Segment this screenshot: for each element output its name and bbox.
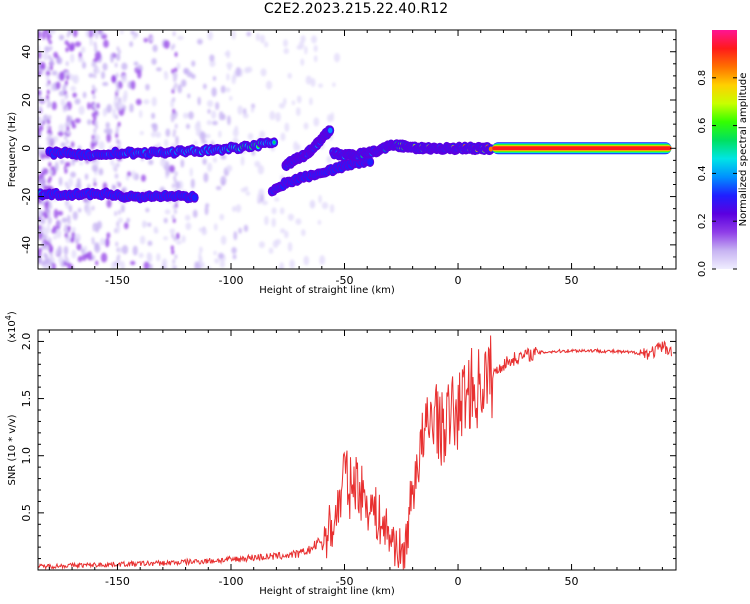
spectrogram-y-tick-label: 0	[20, 145, 33, 152]
snr-frame	[38, 330, 676, 570]
colorbar-tick-label: 0.6	[697, 118, 708, 134]
spectrogram-x-tick-label: -100	[219, 274, 244, 287]
snr-y-tick-label: 1.5	[20, 390, 33, 408]
spectrogram-ridge	[329, 139, 495, 161]
colorbar-label: Normalized spectral amplitude	[738, 73, 749, 227]
spectrogram-x-axis-label: Height of straight line (km)	[259, 285, 395, 296]
colorbar-tick-label: 0.8	[697, 70, 708, 86]
spectrogram-x-tick-label: -150	[105, 274, 130, 287]
spectrogram-y-tick-label: -40	[20, 236, 33, 254]
colorbar-tick-label: 0.0	[697, 261, 708, 277]
spectrogram-area	[34, 26, 671, 272]
colorbar-tick-label: 0.2	[697, 213, 708, 229]
spectrogram-ridge	[34, 187, 199, 203]
spectrogram-ridge	[492, 142, 671, 154]
colorbar-tick-label: 0.4	[697, 165, 708, 181]
snr-x-tick-label: -150	[105, 575, 130, 588]
snr-x-axis-label: Height of straight line (km)	[259, 586, 395, 597]
colorbar-gradient	[712, 30, 737, 269]
spectrogram-y-tick-label: -20	[20, 188, 33, 206]
snr-y-multiplier: (x104)	[4, 311, 18, 343]
spectrogram-y-tick-label: 20	[20, 93, 33, 107]
snr-line	[38, 336, 672, 570]
snr-x-tick-label: 0	[455, 575, 462, 588]
snr-x-tick-label: 50	[565, 575, 579, 588]
spectrogram-ridge	[281, 125, 334, 171]
figure-title: C2E2.2023.215.22.40.R12	[0, 1, 712, 17]
snr-y-tick-label: 0.5	[20, 504, 33, 522]
snr-y-tick-label: 1.0	[20, 447, 33, 465]
spectrogram-y-axis-label: Frequency (Hz)	[7, 112, 18, 188]
snr-y-tick-label: 2.0	[20, 333, 33, 351]
snr-y-axis-label: SNR (10 * v/v)	[7, 414, 18, 485]
colorbar: 0.0 0.2 0.4 0.6 0.8 Normalized spectral ampli…	[697, 30, 749, 277]
spectrogram-x-tick-label: 0	[455, 274, 462, 287]
spectrogram-y-tick-label: 40	[20, 45, 33, 59]
snr-x-tick-label: -100	[219, 575, 244, 588]
spectrogram-x-tick-label: 50	[565, 274, 579, 287]
